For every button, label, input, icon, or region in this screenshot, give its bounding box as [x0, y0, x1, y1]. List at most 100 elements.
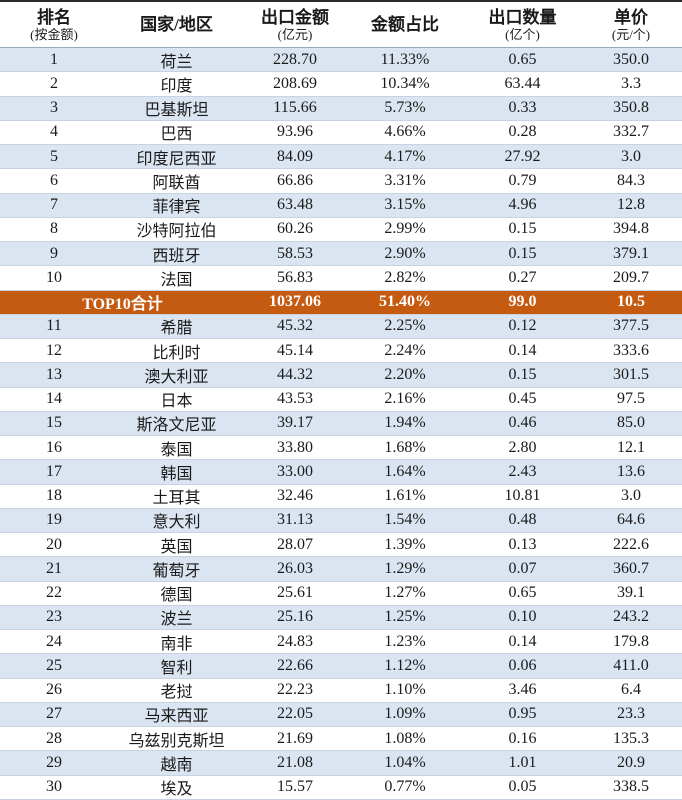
table-cell: 4.17%	[384, 147, 426, 165]
table-cell: 波兰	[160, 611, 193, 629]
table-cell: 84.3	[617, 171, 645, 189]
table-cell: 4	[50, 123, 58, 141]
table-cell: 葡萄牙	[152, 562, 201, 580]
data-row: 25 智利 22.66 1.12% 0.06 411.0	[0, 654, 682, 679]
table-cell: 10	[46, 268, 62, 286]
table-cell: 0.10	[508, 608, 537, 626]
table-cell: 1.12%	[384, 656, 426, 674]
table-cell: 8	[50, 220, 58, 238]
table-cell: 巴基斯坦	[144, 102, 209, 120]
table-cell: 22.05	[277, 705, 313, 723]
table-cell: 97.5	[617, 390, 645, 408]
data-row: 19 意大利 31.13 1.54% 0.48 64.6	[0, 508, 682, 533]
table-cell: 179.8	[613, 632, 649, 650]
table-cell: 28.07	[277, 535, 313, 553]
table-cell: 411.0	[613, 656, 649, 674]
table-cell: 4.96	[508, 196, 537, 214]
data-row: 6 阿联酋 66.86 3.31% 0.79 84.3	[0, 169, 682, 194]
table-cell: 115.66	[273, 99, 317, 117]
table-cell: 29	[46, 753, 62, 771]
table-cell: 26	[46, 681, 62, 699]
table-cell: 2.99%	[384, 220, 426, 238]
table-cell: 0.65	[508, 584, 537, 602]
table-cell: 20.9	[617, 753, 645, 771]
table-cell: 32.46	[277, 487, 313, 505]
data-row: 24 南非 24.83 1.23% 0.14 179.8	[0, 630, 682, 655]
table-cell: 31.13	[277, 511, 313, 529]
table-cell: 法国	[160, 271, 193, 289]
table-cell: 17	[46, 462, 62, 480]
data-row: 9 西班牙 58.53 2.90% 0.15 379.1	[0, 242, 682, 267]
table-cell: 0.14	[508, 632, 537, 650]
table-cell: 0.48	[508, 511, 537, 529]
table-cell: 350.0	[613, 50, 649, 68]
table-cell: 0.14	[508, 341, 537, 359]
table-cell: 巴西	[160, 126, 193, 144]
table-cell: 84.09	[277, 147, 313, 165]
table-cell: 12.1	[617, 438, 645, 456]
table-cell: 荷兰	[160, 53, 193, 71]
table-cell: 2.24%	[384, 341, 426, 359]
table-cell: 0.33	[508, 99, 537, 117]
table-cell: 11.33%	[380, 50, 430, 68]
table-cell: 39.17	[277, 414, 313, 432]
table-cell: 21	[46, 559, 62, 577]
table-cell: 33.80	[277, 438, 313, 456]
header-cell: 金额占比	[345, 2, 465, 47]
header-cell: 排名 (按金额)	[0, 2, 108, 47]
data-row: 12 比利时 45.14 2.24% 0.14 333.6	[0, 339, 682, 364]
table-cell: 3.0	[621, 147, 641, 165]
data-row: 26 老挝 22.23 1.10% 3.46 6.4	[0, 678, 682, 703]
data-row: 17 韩国 33.00 1.64% 2.43 13.6	[0, 460, 682, 485]
table-cell: 3	[50, 99, 58, 117]
table-cell: 85.0	[617, 414, 645, 432]
table-cell: 43.53	[277, 390, 313, 408]
table-cell: 26.03	[277, 559, 313, 577]
table-cell: 1.09%	[384, 705, 426, 723]
table-cell: 222.6	[613, 535, 649, 553]
table-cell: 243.2	[613, 608, 649, 626]
table-cell: 208.69	[273, 74, 317, 92]
table-cell: 意大利	[152, 514, 201, 532]
header-cell: 单价 (元/个)	[580, 2, 682, 47]
table-cell: 2.43	[508, 462, 537, 480]
table-cell: 0.45	[508, 390, 537, 408]
data-row: 1 荷兰 228.70 11.33% 0.65 350.0	[0, 48, 682, 73]
table-cell: 印度	[160, 77, 193, 95]
total-cell: 10.5	[617, 293, 645, 311]
table-cell: 14	[46, 390, 62, 408]
table-cell: 1.68%	[384, 438, 426, 456]
table-cell: 0.05	[508, 778, 537, 796]
header-title: 单价	[614, 7, 648, 27]
table-cell: 2	[50, 74, 58, 92]
table-cell: 1.64%	[384, 462, 426, 480]
table-cell: 12	[46, 341, 62, 359]
table-cell: 21.69	[277, 729, 313, 747]
data-row: 16 泰国 33.80 1.68% 2.80 12.1	[0, 436, 682, 461]
table-cell: 0.77%	[384, 778, 426, 796]
table-cell: 4.66%	[384, 123, 426, 141]
data-row: 13 澳大利亚 44.32 2.20% 0.15 301.5	[0, 363, 682, 388]
table-cell: 1.29%	[384, 559, 426, 577]
table-cell: 60.26	[277, 220, 313, 238]
table-cell: 22	[46, 584, 62, 602]
table-cell: 阿联酋	[152, 174, 201, 192]
table-cell: 2.16%	[384, 390, 426, 408]
data-row: 28 乌兹别克斯坦 21.69 1.08% 0.16 135.3	[0, 727, 682, 752]
data-row: 18 土耳其 32.46 1.61% 10.81 3.0	[0, 484, 682, 509]
table-cell: 1.94%	[384, 414, 426, 432]
table-cell: 1.08%	[384, 729, 426, 747]
data-row: 29 越南 21.08 1.04% 1.01 20.9	[0, 751, 682, 776]
table-cell: 39.1	[617, 584, 645, 602]
table-cell: 301.5	[613, 365, 649, 383]
table-cell: 0.15	[508, 220, 537, 238]
table-cell: 智利	[160, 659, 193, 677]
table-cell: 0.15	[508, 365, 537, 383]
table-cell: 马来西亚	[144, 708, 209, 726]
table-cell: 63.44	[504, 74, 541, 92]
table-cell: 0.65	[508, 50, 537, 68]
table-cell: 菲律宾	[152, 199, 201, 217]
header-unit: (按金额)	[30, 26, 78, 42]
table-cell: 2.25%	[384, 317, 426, 335]
data-row: 3 巴基斯坦 115.66 5.73% 0.33 350.8	[0, 96, 682, 121]
